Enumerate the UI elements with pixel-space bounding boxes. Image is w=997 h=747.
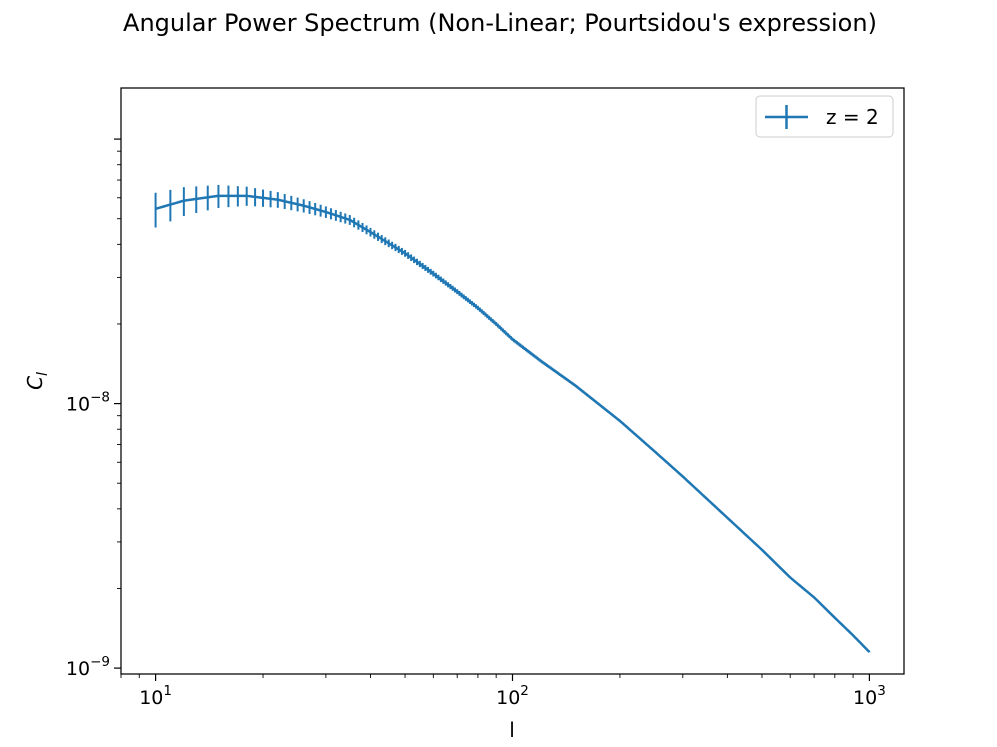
y-tick-label: 10−9 (66, 654, 110, 680)
x-axis-label: l (509, 718, 515, 742)
x-tick-label: 103 (853, 683, 886, 709)
error-bars (154, 184, 871, 653)
y-axis-label: Cl (23, 372, 51, 390)
axes-layer: 101 102 103 10−9 10−8 (66, 138, 886, 709)
series-line-z2 (155, 194, 871, 653)
y-tick-label: 10−8 (66, 390, 110, 416)
x-tick-label: 101 (139, 683, 172, 709)
y-axis-label-main: C (23, 376, 47, 390)
chart-title: Angular Power Spectrum (Non-Linear; Pour… (123, 9, 877, 37)
y-axis-label-subscript: l (35, 372, 51, 376)
x-tick-label: 102 (496, 683, 529, 709)
data-layer (154, 184, 871, 653)
legend: z = 2 (755, 95, 894, 138)
legend-label: z = 2 (826, 105, 879, 129)
legend-box (755, 95, 894, 138)
plot-frame (120, 87, 905, 675)
